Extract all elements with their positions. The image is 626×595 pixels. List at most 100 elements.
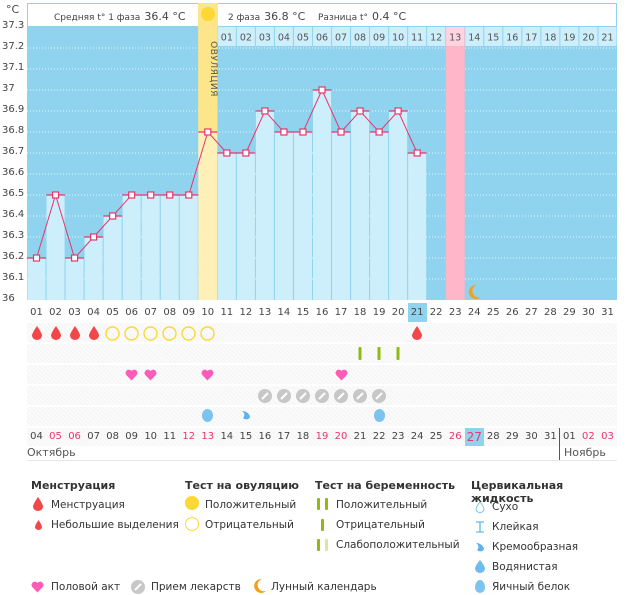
date-label[interactable]: 25 bbox=[429, 431, 443, 442]
date-label[interactable]: 11 bbox=[163, 431, 177, 442]
date-label[interactable]: 20 bbox=[334, 431, 348, 442]
cycle-day-label[interactable]: 30 bbox=[582, 307, 595, 318]
date-label[interactable]: 10 bbox=[144, 431, 158, 442]
cycle-day-label[interactable]: 26 bbox=[505, 307, 519, 318]
cycle-day-label[interactable]: 07 bbox=[144, 307, 158, 318]
date-label[interactable]: 03 bbox=[601, 431, 614, 442]
cycle-day-label[interactable]: 19 bbox=[372, 307, 386, 318]
medication-pill-icon bbox=[372, 389, 387, 403]
date-label[interactable]: 22 bbox=[372, 431, 386, 442]
date-label[interactable]: 15 bbox=[239, 431, 253, 442]
cycle-day-label[interactable]: 04 bbox=[87, 307, 100, 318]
phase1-value: 36.4 °C bbox=[144, 10, 186, 23]
cycle-day-label[interactable]: 27 bbox=[524, 307, 538, 318]
cycle-day-label[interactable]: 05 bbox=[106, 307, 119, 318]
date-label[interactable]: 13 bbox=[201, 431, 215, 442]
cycle-day-label[interactable]: 03 bbox=[68, 307, 81, 318]
date-label[interactable]: 05 bbox=[49, 431, 62, 442]
y-tick-label: 36.8 bbox=[2, 125, 25, 136]
month-label-november: Ноябрь bbox=[564, 446, 606, 459]
phase2-day-label: 13 bbox=[449, 33, 461, 44]
menstruation-drop-icon bbox=[33, 497, 43, 511]
date-label[interactable]: 09 bbox=[125, 431, 139, 442]
cycle-day-label[interactable]: 20 bbox=[391, 307, 405, 318]
medication-pill-icon bbox=[353, 389, 368, 403]
cycle-day-label[interactable]: 11 bbox=[220, 307, 234, 318]
cycle-day-label[interactable]: 12 bbox=[239, 307, 253, 318]
fluid-eggwhite-icon bbox=[373, 409, 385, 422]
date-label[interactable]: 04 bbox=[30, 431, 43, 442]
intercourse-heart-icon bbox=[31, 581, 44, 593]
cycle-day-label[interactable]: 01 bbox=[30, 307, 43, 318]
menstruation-drop-icon bbox=[412, 326, 423, 340]
cycle-day-label[interactable]: 09 bbox=[182, 307, 196, 318]
cycle-day-label[interactable]: 25 bbox=[486, 307, 500, 318]
date-label[interactable]: 24 bbox=[410, 431, 424, 442]
phase2-day-cell bbox=[446, 27, 465, 46]
cycle-day-label[interactable]: 18 bbox=[353, 307, 367, 318]
cycle-day-label[interactable]: 31 bbox=[601, 307, 614, 318]
ovulation-negative-icon bbox=[124, 326, 139, 341]
date-label[interactable]: 14 bbox=[220, 431, 234, 442]
cycle-day-label[interactable]: 17 bbox=[334, 307, 348, 318]
fluid-eggwhite-icon bbox=[475, 580, 485, 593]
temperature-point bbox=[356, 107, 364, 115]
menstruation-drop-icon bbox=[31, 326, 42, 340]
cycle-day-label[interactable]: 28 bbox=[543, 307, 557, 318]
date-label[interactable]: 02 bbox=[582, 431, 595, 442]
cycle-day-label[interactable]: 02 bbox=[49, 307, 62, 318]
cycle-day-label[interactable]: 21 bbox=[407, 303, 427, 322]
date-label[interactable]: 27 bbox=[464, 428, 484, 446]
date-label[interactable]: 30 bbox=[524, 431, 538, 442]
medication-pill-icon bbox=[131, 580, 145, 594]
date-label[interactable]: 31 bbox=[543, 431, 557, 442]
date-label[interactable]: 01 bbox=[563, 431, 576, 442]
date-label[interactable]: 21 bbox=[353, 431, 367, 442]
date-label[interactable]: 06 bbox=[68, 431, 81, 442]
phase2-day-label: 16 bbox=[506, 33, 518, 44]
date-label[interactable]: 26 bbox=[448, 431, 462, 442]
cycle-day-label[interactable]: 16 bbox=[315, 307, 329, 318]
cycle-day-label[interactable]: 14 bbox=[277, 307, 291, 318]
cycle-day-label[interactable]: 08 bbox=[163, 307, 177, 318]
legend-fluid-sticky: Клейкая bbox=[492, 521, 539, 533]
temperature-point bbox=[242, 149, 250, 157]
phase2-day-cell bbox=[274, 27, 293, 46]
temperature-bar bbox=[255, 111, 274, 300]
phase2-day-label: 20 bbox=[582, 33, 594, 44]
date-label[interactable]: 23 bbox=[391, 431, 405, 442]
date-label[interactable]: 18 bbox=[296, 431, 310, 442]
date-label[interactable]: 19 bbox=[315, 431, 329, 442]
pregnancy-negative-icon bbox=[358, 347, 362, 360]
date-label[interactable]: 17 bbox=[277, 431, 291, 442]
row-cervical-fluid bbox=[27, 407, 617, 427]
date-label[interactable]: 16 bbox=[258, 431, 272, 442]
spotting-drop-icon bbox=[35, 520, 42, 530]
phase2-day-cell bbox=[312, 27, 332, 46]
separator bbox=[27, 460, 617, 461]
cycle-day-label[interactable]: 10 bbox=[201, 307, 215, 318]
date-label[interactable]: 08 bbox=[106, 431, 119, 442]
row-intercourse bbox=[27, 365, 617, 385]
phase2-day-label: 10 bbox=[392, 33, 404, 44]
cycle-day-label[interactable]: 06 bbox=[125, 307, 139, 318]
temperature-point bbox=[413, 149, 421, 157]
diff-label: Разница t° bbox=[318, 13, 368, 23]
cycle-day-label[interactable]: 15 bbox=[296, 307, 310, 318]
cycle-day-label[interactable]: 13 bbox=[258, 307, 272, 318]
date-label[interactable]: 07 bbox=[87, 431, 100, 442]
legend-spotting: Небольшие выделения bbox=[51, 519, 179, 531]
cycle-day-label[interactable]: 23 bbox=[448, 307, 462, 318]
cycle-day-label[interactable]: 29 bbox=[563, 307, 576, 318]
temperature-bar bbox=[389, 111, 408, 300]
temperature-point bbox=[166, 191, 174, 199]
cycle-day-label[interactable]: 22 bbox=[429, 307, 443, 318]
legend-title-pregnancy-test: Тест на беременность bbox=[315, 479, 456, 492]
cycle-day-label[interactable]: 24 bbox=[467, 307, 481, 318]
date-label[interactable]: 12 bbox=[182, 431, 196, 442]
date-label[interactable]: 29 bbox=[505, 431, 519, 442]
temperature-point bbox=[261, 107, 269, 115]
diff-value: 0.4 °C bbox=[372, 10, 407, 23]
date-label[interactable]: 28 bbox=[486, 431, 500, 442]
